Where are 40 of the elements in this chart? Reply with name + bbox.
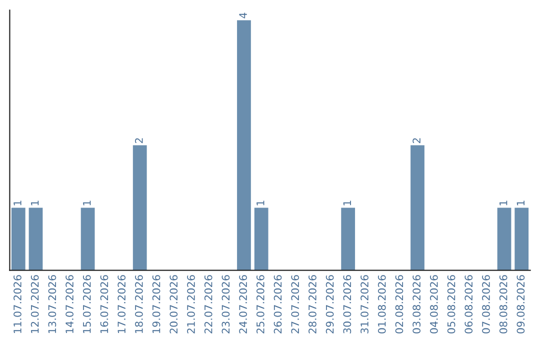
x-tick-label: 05.08.2026 [447,275,456,334]
x-tick-label: 16.07.2026 [100,275,108,333]
x-tick-label: 14.07.2026 [66,275,74,333]
x-tick-label: 06.08.2026 [464,275,473,334]
data-label: 1 [343,200,351,206]
data-label: 4 [239,12,247,18]
x-tick-label: 09.08.2026 [516,275,525,334]
x-tick-label: 26.07.2026 [274,275,282,334]
x-tick-label: 23.07.2026 [222,275,230,334]
x-tick-label: 03.08.2026 [412,275,421,334]
x-tick-label: 15.07.2026 [82,275,91,333]
data-label: 2 [135,138,143,144]
x-tick-label: 20.07.2026 [170,275,178,334]
x-tick-label: 07.08.2026 [482,275,490,334]
x-tick-label: 18.07.2026 [135,275,143,333]
data-label: 1 [83,200,91,206]
x-tick-label: 22.07.2026 [204,275,212,334]
data-label: 1 [256,200,264,206]
x-tick-label: 21.07.2026 [187,275,195,334]
x-tick-label: 24.07.2026 [239,275,247,334]
data-label: 1 [14,200,22,206]
x-tick-label: 01.08.2026 [378,275,386,334]
x-tick-label: 19.07.2026 [152,275,160,333]
x-tick-label: 02.08.2026 [395,275,404,334]
x-tick-label: 29.07.2026 [326,275,334,334]
x-tick-label: 04.08.2026 [430,275,438,334]
x-tick-label: 13.07.2026 [48,275,56,333]
x-tick-label: 11.07.2026 [14,275,22,333]
x-tick-label: 17.07.2026 [118,275,126,333]
x-tick-label: 31.07.2026 [360,275,368,334]
x-tick-label: 27.07.2026 [291,275,300,334]
data-label: 1 [500,200,508,206]
data-label: 1 [516,200,524,206]
data-label: 2 [412,138,420,144]
x-tick-label: 30.07.2026 [343,275,352,334]
x-tick-label: 25.07.2026 [256,275,264,334]
data-label: 1 [31,200,39,206]
x-tick-label: 12.07.2026 [30,275,39,333]
x-tick-label: 28.07.2026 [308,275,316,334]
x-tick-label: 08.08.2026 [499,275,508,334]
